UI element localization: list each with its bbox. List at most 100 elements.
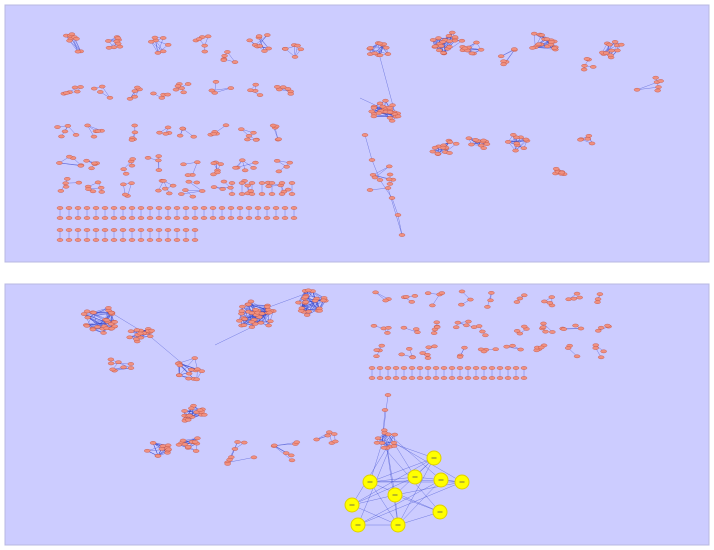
node (116, 44, 124, 49)
node (182, 206, 190, 210)
node (77, 85, 84, 89)
node (62, 184, 70, 189)
node (191, 206, 199, 210)
node (504, 376, 512, 380)
node (431, 145, 439, 150)
node (274, 85, 281, 89)
node (332, 439, 339, 444)
node (543, 37, 551, 41)
node (376, 101, 384, 106)
node (439, 40, 446, 44)
node (248, 320, 255, 324)
node (482, 333, 489, 338)
node (179, 126, 186, 131)
node (119, 216, 127, 220)
node (408, 376, 416, 380)
node (200, 206, 208, 210)
node (254, 216, 262, 220)
node (210, 185, 218, 189)
node (467, 297, 474, 302)
node (603, 51, 610, 55)
edge (145, 332, 191, 371)
node (264, 304, 271, 309)
node (424, 376, 432, 380)
node (133, 337, 140, 341)
node (288, 453, 295, 458)
node (239, 304, 246, 309)
node (137, 216, 145, 220)
node (453, 325, 460, 330)
node (509, 343, 516, 348)
node (179, 438, 187, 443)
node (652, 75, 659, 80)
node (324, 433, 331, 438)
node (583, 57, 591, 61)
edge (373, 113, 395, 117)
edge (300, 300, 326, 312)
node (564, 346, 572, 350)
node (209, 216, 217, 220)
node (119, 206, 127, 210)
node (180, 162, 187, 167)
edge (211, 87, 231, 91)
node (558, 170, 565, 175)
node (97, 90, 104, 94)
node (572, 323, 579, 328)
node (236, 216, 244, 220)
node (541, 299, 548, 304)
node (361, 133, 369, 137)
node (331, 432, 338, 436)
node (155, 238, 163, 242)
node (416, 366, 424, 370)
node (65, 238, 73, 242)
node (386, 182, 394, 186)
node (245, 216, 253, 220)
edge (381, 409, 386, 443)
node (468, 142, 475, 147)
node (227, 86, 235, 90)
node (286, 160, 293, 165)
node (217, 162, 224, 166)
node (548, 295, 555, 299)
node (185, 445, 192, 449)
edge (87, 125, 95, 137)
node (57, 189, 65, 193)
edge (188, 181, 203, 192)
node (513, 141, 520, 146)
node (366, 188, 374, 192)
node (66, 154, 73, 159)
node (176, 373, 183, 378)
edge (214, 326, 252, 346)
node (445, 34, 453, 38)
node (654, 88, 661, 93)
node (497, 54, 505, 59)
node (246, 38, 253, 43)
node (65, 228, 73, 232)
node (238, 309, 245, 313)
node (406, 347, 413, 351)
node (320, 298, 327, 303)
node (250, 130, 257, 135)
node (511, 47, 518, 51)
node (538, 33, 545, 37)
node (614, 48, 621, 53)
node (108, 326, 115, 331)
node (89, 327, 97, 332)
node (91, 86, 98, 91)
node (56, 206, 64, 210)
node (461, 345, 468, 350)
node (77, 163, 84, 168)
node (265, 46, 272, 51)
node (92, 206, 100, 210)
node (247, 299, 255, 304)
node (261, 49, 268, 53)
node (584, 137, 592, 141)
node (368, 158, 376, 162)
node (58, 134, 65, 139)
node (147, 334, 154, 339)
edge (370, 42, 379, 55)
edge (357, 481, 463, 526)
node (119, 238, 127, 242)
node (66, 38, 73, 43)
